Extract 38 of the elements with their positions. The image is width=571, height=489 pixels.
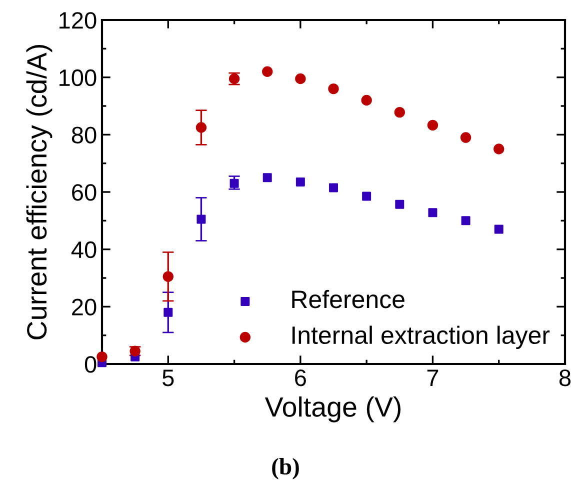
y-tick-label: 80 bbox=[72, 126, 96, 144]
y-tick-label: 0 bbox=[84, 356, 96, 373]
point bbox=[196, 122, 207, 133]
point bbox=[230, 178, 239, 188]
legend-label: Reference bbox=[292, 290, 404, 308]
y-tick-label: 40 bbox=[71, 241, 96, 258]
y-tick-label: 100 bbox=[60, 69, 96, 86]
point bbox=[461, 216, 470, 226]
x-tick-label: 6 bbox=[295, 369, 306, 386]
point bbox=[96, 351, 108, 362]
point bbox=[394, 106, 405, 118]
point bbox=[395, 200, 404, 209]
x-tick-label: 8 bbox=[559, 369, 571, 386]
point bbox=[162, 271, 174, 282]
point bbox=[329, 183, 338, 192]
text: (b) bbox=[272, 458, 299, 480]
point bbox=[296, 177, 305, 186]
point bbox=[164, 308, 173, 317]
x-tick-label: 7 bbox=[427, 370, 438, 386]
point bbox=[494, 144, 504, 154]
point bbox=[262, 66, 273, 77]
point bbox=[362, 192, 372, 201]
y-axis-title: Current efficiency (cd/A) bbox=[26, 44, 52, 340]
point bbox=[427, 120, 438, 131]
point bbox=[328, 83, 339, 94]
legend-label: Internal extraction layer bbox=[292, 326, 550, 349]
y-tick-label: 20 bbox=[72, 298, 96, 316]
x-tick-label: 5 bbox=[162, 370, 174, 386]
point bbox=[295, 73, 306, 84]
point bbox=[460, 132, 472, 143]
point bbox=[262, 173, 272, 182]
x-axis-title: Voltage (V) bbox=[264, 396, 400, 422]
point bbox=[428, 208, 438, 218]
y-tick-label: 60 bbox=[72, 184, 96, 201]
point bbox=[196, 214, 206, 224]
point bbox=[494, 224, 504, 234]
y-tick-label: 120 bbox=[60, 12, 96, 29]
point bbox=[361, 94, 372, 106]
